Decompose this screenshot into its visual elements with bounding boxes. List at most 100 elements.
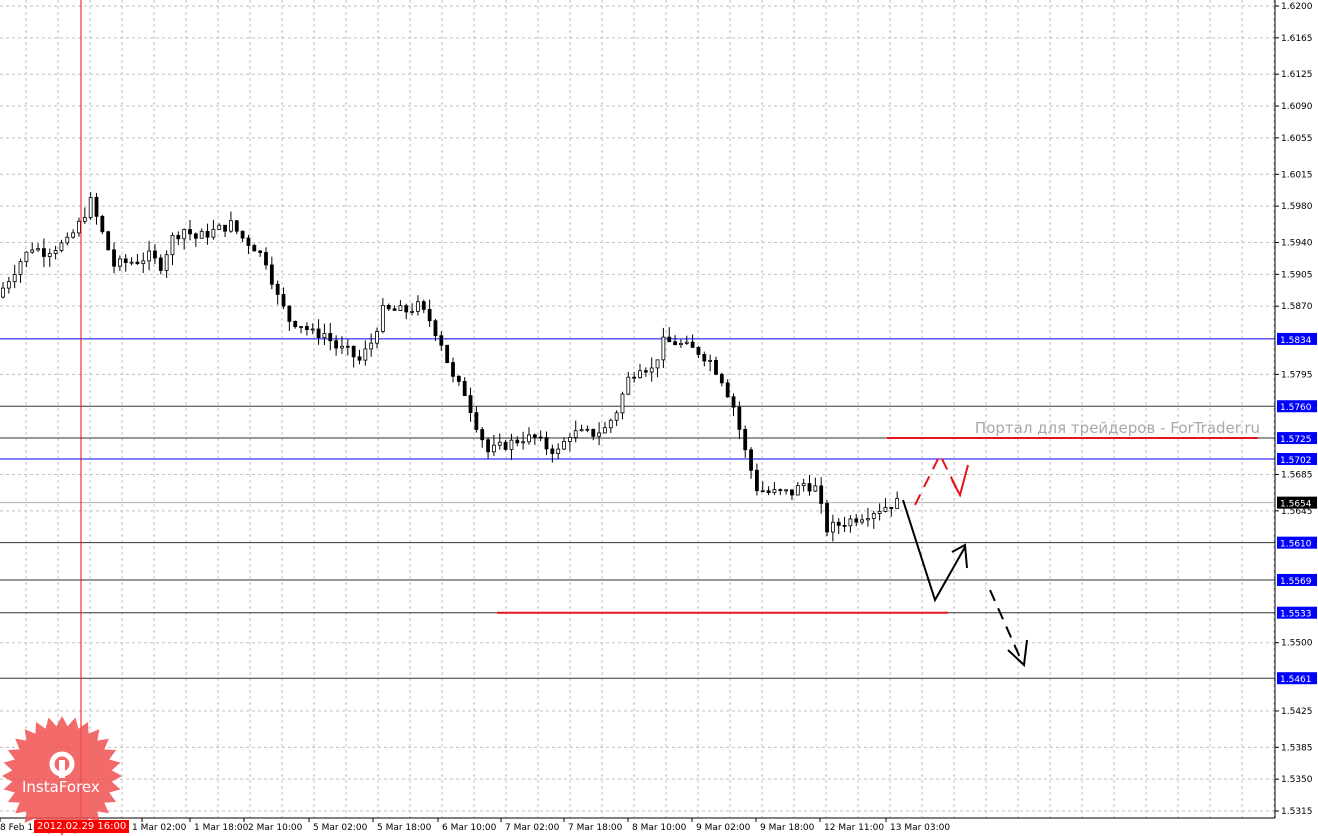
candle-body [866,518,870,521]
candle-body [492,444,496,453]
candle-body [497,441,502,446]
candle-body [714,359,718,375]
candle-body [36,248,40,251]
grid [0,0,1275,818]
candle-body [135,261,140,264]
price-badge [1277,536,1317,549]
candle-body [515,439,520,444]
y-tick-label: 1.5795 [1281,370,1313,380]
candle-body [30,249,35,253]
candle-body [77,220,81,234]
candle-body [445,344,450,363]
candle-body [684,341,689,344]
y-tick-label: 1.5980 [1281,202,1313,212]
candle-body [18,261,23,275]
candle-body [462,380,467,397]
candle-body [708,359,713,362]
candle-body [643,370,648,373]
y-tick-label: 1.5940 [1281,238,1313,248]
candle-body [480,429,485,441]
candle-body [24,251,29,263]
x-tick-label: 13 Mar 03:00 [890,823,950,833]
candle-body [521,441,526,444]
y-tick-label: 1.5315 [1281,807,1313,817]
candle-body [614,412,619,421]
y-tick-label: 1.6090 [1281,102,1313,112]
y-tick-label: 1.6200 [1281,2,1313,12]
candle-body [147,250,152,262]
candle-body [380,304,385,332]
price-badge-label: 1.5461 [1280,675,1312,685]
candle-body [1,287,5,298]
price-badge-label: 1.5654 [1280,500,1312,510]
candle-body [345,345,350,348]
candle-body [655,359,660,369]
candle-body [731,396,736,408]
candle-body [264,252,268,266]
candle-body [129,261,134,264]
candle-body [679,343,683,346]
price-badge-label: 1.5533 [1280,610,1312,620]
candle-body [801,483,806,487]
y-tick-label: 1.5385 [1281,743,1313,753]
candle-body [638,370,642,378]
arrowhead-icon [951,543,968,569]
candle-body [334,340,339,349]
candle-body [690,341,695,348]
candle-body [158,257,163,271]
candle-body [176,234,181,240]
candle-body [188,229,192,235]
candle-body [895,498,900,509]
price-badge-label: 1.5702 [1280,456,1312,466]
y-tick-label: 1.5685 [1281,470,1313,480]
annotations [80,0,1258,818]
candle-body [889,507,894,509]
candle-body [778,489,783,491]
candle-body [42,248,46,257]
candle-body [164,254,169,271]
candle-body [807,483,812,492]
price-badge [1277,432,1317,445]
arrowhead-icon [1007,639,1028,668]
candle-body [252,245,257,252]
candle-body [696,346,701,355]
candles [1,192,900,542]
price-badge [1277,332,1317,345]
y-tick-label: 1.5905 [1281,270,1313,280]
candle-body [474,412,479,430]
candle-body [871,513,876,519]
candle-body [357,356,362,361]
candle-body [468,395,473,413]
candle-body [363,348,368,361]
x-tick-label: 9 Mar 18:00 [760,823,815,833]
y-tick-label: 1.6055 [1281,134,1313,144]
candle-body [269,264,274,285]
candle-body [702,354,707,362]
candle-body [585,428,590,431]
x-tick-label: 1 Mar 02:00 [132,823,187,833]
candle-body [47,253,52,257]
candle-body [567,437,572,442]
price-badge [1277,573,1317,586]
x-tick-label: 7 Mar 18:00 [568,823,623,833]
candle-body [304,326,309,330]
candle-body [6,281,11,289]
candle-body [404,305,409,313]
candle-body [141,260,146,264]
candle-body [749,449,753,471]
y-tick-label: 1.5425 [1281,707,1313,717]
candle-body [842,525,847,527]
price-badge [1277,496,1317,509]
watermark: Портал для трейдеров - ForTrader.ru [974,419,1260,437]
candle-body [766,490,771,494]
candle-body [234,220,239,232]
candle-body [205,230,210,238]
candle-body [813,485,818,492]
forecast-arrow [902,499,966,603]
price-badge-label: 1.5760 [1280,403,1312,413]
candle-body [790,489,794,496]
candle-body [620,393,625,414]
x-tick-label: 5 Mar 18:00 [377,823,432,833]
